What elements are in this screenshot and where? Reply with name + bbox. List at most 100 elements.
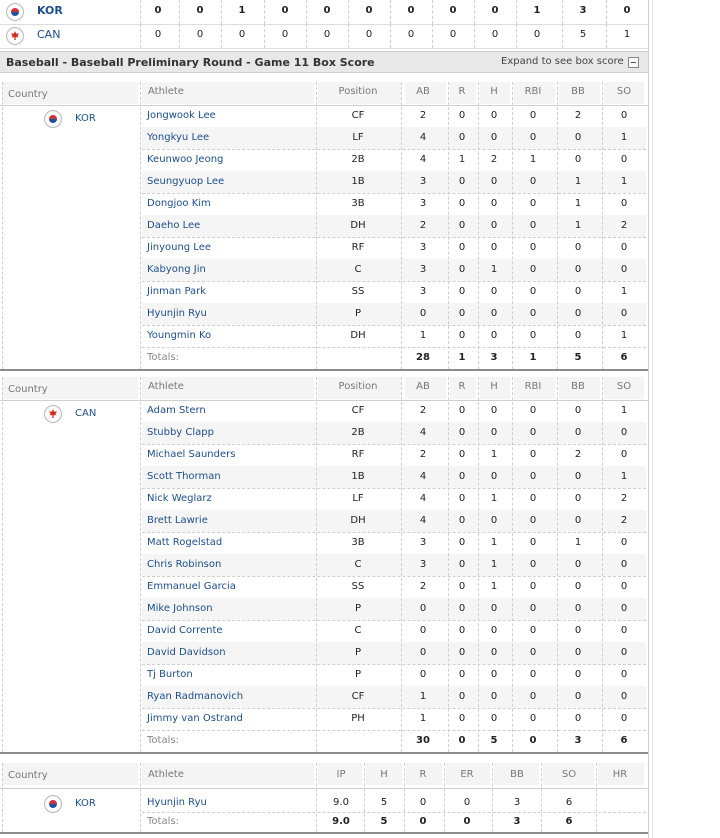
athlete-name-link[interactable]: Keunwoo Jeong	[147, 154, 224, 165]
total-value: 0	[458, 735, 466, 746]
stat-value: 2	[419, 581, 427, 592]
linescore-col-divider	[516, 24, 517, 48]
header-stat-cell	[559, 377, 600, 399]
stat-value: 3	[419, 537, 427, 548]
stat-value: 0	[490, 110, 498, 121]
kor-flag-icon	[6, 3, 24, 21]
athlete-name-link[interactable]: Ryan Radmanovich	[147, 691, 244, 702]
stat-value: 4	[419, 427, 427, 438]
column-divider	[140, 82, 141, 369]
position-value: P	[354, 647, 362, 658]
linescore-col-divider	[390, 0, 391, 24]
athlete-name-link[interactable]: Matt Rogelstad	[147, 537, 223, 548]
athlete-name-link[interactable]: Scott Thorman	[147, 471, 221, 482]
inning-score: 0	[323, 5, 331, 16]
athlete-name-link[interactable]: Nick Weglarz	[147, 493, 212, 504]
stat-value: 2	[620, 220, 628, 231]
linescore-col-divider	[390, 24, 391, 48]
stat-value: 0	[529, 603, 537, 614]
athlete-name-link[interactable]: Mike Johnson	[147, 603, 213, 614]
stat-value: 0	[529, 220, 537, 231]
row-stripe	[142, 554, 646, 576]
stat-value: 0	[620, 581, 628, 592]
inning-score: 0	[281, 29, 289, 40]
column-divider	[404, 763, 405, 832]
linescore-col-divider	[179, 0, 180, 24]
stat-value: 0	[574, 515, 582, 526]
athlete-name-link[interactable]: Emmanuel Garcia	[147, 581, 236, 592]
expand-box-score-link[interactable]: Expand to see box score	[501, 56, 624, 67]
athlete-name-link[interactable]: Tj Burton	[147, 669, 193, 680]
inning-score: 1	[623, 29, 631, 40]
stat-value: 0	[529, 405, 537, 416]
athlete-name-link[interactable]: Jinyoung Lee	[147, 242, 212, 253]
athlete-name-link[interactable]: Kabyong Jin	[147, 264, 206, 275]
stat-value: 0	[529, 581, 537, 592]
stat-value: 0	[458, 559, 466, 570]
position-value: DH	[350, 515, 366, 526]
athlete-name-link[interactable]: Dongjoo Kim	[147, 198, 211, 209]
column-divider	[448, 82, 449, 369]
team-code-link[interactable]: KOR	[37, 4, 63, 17]
athlete-name-link[interactable]: David Davidson	[147, 647, 226, 658]
stat-value: 0	[529, 559, 537, 570]
stat-value: 0	[620, 264, 628, 275]
linescore-divider	[0, 24, 648, 25]
stat-value: 0	[490, 405, 498, 416]
linescore-col-divider	[432, 0, 433, 24]
stat-value: 0	[419, 603, 427, 614]
row-divider	[142, 193, 646, 194]
column-divider	[401, 377, 402, 752]
stat-value: 0	[458, 471, 466, 482]
header-stat-cell	[366, 763, 402, 785]
panel-border-outer	[652, 0, 653, 838]
stat-header-r: R	[458, 381, 466, 392]
pitcher-name-link[interactable]: Hyunjin Ryu	[147, 797, 207, 808]
athlete-name-link[interactable]: Seungyuop Lee	[147, 176, 225, 187]
position-value: 2B	[351, 427, 365, 438]
row-stripe	[142, 466, 646, 488]
athlete-name-link[interactable]: Stubby Clapp	[147, 427, 214, 438]
team-code-link[interactable]: KOR	[75, 113, 96, 124]
stat-value: 0	[458, 220, 466, 231]
inning-score: 0	[323, 29, 331, 40]
stat-value: 0	[620, 154, 628, 165]
athlete-name-link[interactable]: Jongwook Lee	[147, 110, 216, 121]
athlete-name-link[interactable]: Youngmin Ko	[147, 330, 212, 341]
header-position-cell	[318, 82, 401, 104]
stat-value: 1	[490, 559, 498, 570]
table-bottom-rule	[0, 752, 648, 754]
stat-header-ab: AB	[416, 381, 430, 392]
taegeuk-mark	[49, 800, 57, 808]
header-stat-cell	[604, 377, 644, 399]
athlete-name-link[interactable]: Chris Robinson	[147, 559, 222, 570]
stat-value: 1	[620, 176, 628, 187]
stat-value: 0	[490, 713, 498, 724]
team-code-link[interactable]: KOR	[75, 798, 96, 809]
athlete-name-link[interactable]: Michael Saunders	[147, 449, 236, 460]
stat-value: 2	[620, 515, 628, 526]
stat-value: 4	[419, 154, 427, 165]
athlete-header: Athlete	[148, 381, 184, 392]
linescore-col-divider	[221, 24, 222, 48]
team-code-link[interactable]: CAN	[75, 408, 97, 419]
athlete-name-link[interactable]: Jimmy van Ostrand	[147, 713, 243, 724]
stat-value: 0	[458, 176, 466, 187]
athlete-name-link[interactable]: Yongkyu Lee	[147, 132, 210, 143]
column-divider	[478, 82, 479, 369]
athlete-name-link[interactable]: David Corrente	[147, 625, 223, 636]
stat-value: 0	[458, 308, 466, 319]
athlete-name-link[interactable]: Jinman Park	[147, 286, 207, 297]
column-divider	[2, 763, 3, 832]
athlete-name-link[interactable]: Adam Stern	[147, 405, 206, 416]
team-code-link[interactable]: CAN	[37, 28, 61, 41]
totals-label: Totals:	[147, 816, 179, 827]
stat-value: 0	[574, 625, 582, 636]
collapse-icon[interactable]	[628, 57, 639, 68]
stat-value: 0	[529, 264, 537, 275]
stat-value: 3	[419, 176, 427, 187]
athlete-name-link[interactable]: Daeho Lee	[147, 220, 201, 231]
athlete-name-link[interactable]: Brett Lawrie	[147, 515, 208, 526]
total-value: 6	[620, 352, 628, 363]
athlete-name-link[interactable]: Hyunjin Ryu	[147, 308, 207, 319]
